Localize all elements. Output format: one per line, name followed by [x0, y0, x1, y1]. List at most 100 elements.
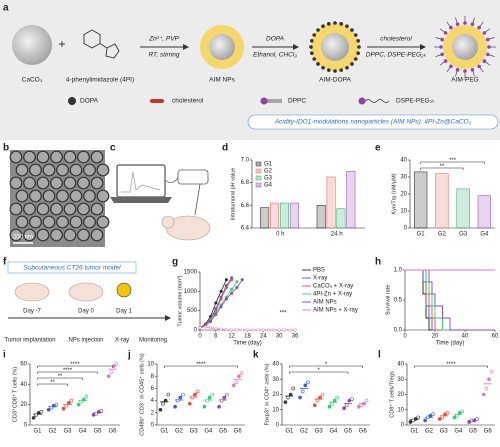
point	[181, 392, 185, 397]
particle	[29, 189, 42, 203]
dopa-dot	[353, 57, 358, 61]
particle	[69, 215, 83, 229]
point	[84, 394, 89, 399]
particle	[36, 202, 50, 216]
legend-label: G1	[264, 162, 273, 168]
particle	[42, 163, 56, 177]
xray-icon	[116, 282, 132, 298]
x-tick-label: 24 h	[331, 232, 343, 238]
point	[286, 395, 290, 400]
panel-label: c	[110, 143, 116, 154]
point	[452, 415, 457, 420]
x-tick-label: G4	[78, 429, 87, 435]
legend-label: AIM NPs + X-ray	[313, 308, 358, 314]
point	[240, 278, 244, 282]
step-label: X-ray	[115, 338, 129, 344]
point	[205, 398, 209, 403]
mouse	[68, 282, 104, 302]
point	[425, 415, 430, 420]
dopa-dot	[350, 62, 354, 66]
dopa-dot	[316, 62, 320, 66]
legend-label: G2	[264, 169, 273, 175]
y-tick-label: 10	[272, 407, 279, 413]
x-tick-label: G6	[108, 429, 117, 435]
point	[219, 289, 223, 293]
particle	[83, 163, 96, 177]
x-tick-label: G1	[160, 429, 169, 435]
lipid-head	[439, 45, 443, 49]
dopa-dot	[321, 65, 325, 70]
panel-label: j	[127, 350, 131, 361]
lipid-head	[443, 59, 448, 63]
particle	[63, 202, 77, 216]
point	[293, 328, 297, 332]
y-tick-label: 30	[272, 377, 279, 383]
lipid-head	[487, 45, 491, 49]
particle	[15, 189, 29, 203]
panel-label: k	[253, 350, 259, 361]
x-axis-label: Time (day)	[233, 341, 261, 347]
point	[187, 401, 192, 406]
point	[230, 291, 234, 295]
particle	[90, 202, 104, 216]
point	[224, 278, 228, 282]
y-tick-label: 2	[151, 410, 155, 416]
point	[210, 392, 215, 397]
legend-swatch	[255, 175, 262, 181]
y-tick-label: 0.5	[394, 298, 403, 304]
y-tick-label: 7.0	[241, 158, 250, 164]
y-tick-label: 10	[147, 362, 154, 368]
y-tick-label: 6	[151, 386, 155, 392]
mouse	[14, 282, 50, 302]
significance: *	[325, 362, 328, 368]
x-tick-label: G5	[469, 429, 478, 435]
probe	[194, 183, 201, 216]
step-label: Ethanol, CHCl₃	[253, 52, 297, 59]
particle	[15, 163, 29, 177]
point	[235, 280, 239, 284]
dopa-dot	[309, 45, 313, 49]
step-label: Monitoring	[139, 338, 167, 344]
y-tick-label: 10	[400, 209, 407, 215]
x-tick-label: G2	[438, 232, 447, 238]
legend-label: CaCO₃ + X-ray	[313, 284, 353, 290]
point	[178, 395, 183, 400]
item-label: AIM-DOPA	[319, 77, 351, 84]
point	[416, 415, 421, 420]
y-tick-label: 4	[151, 398, 155, 404]
particle	[29, 215, 42, 229]
dopa-dot	[356, 51, 360, 56]
point	[235, 285, 239, 290]
significance: **	[440, 164, 445, 170]
point	[114, 362, 119, 366]
y-tick-label: 0	[151, 423, 155, 429]
point	[161, 401, 165, 406]
point	[342, 406, 346, 411]
laptop-graph	[121, 171, 161, 193]
x-tick-label: G2	[425, 429, 434, 435]
bar	[289, 202, 299, 229]
dopa-dot	[312, 57, 317, 61]
y-tick-label: 6.8	[241, 180, 250, 186]
point	[198, 326, 202, 330]
lipid-head	[463, 21, 467, 25]
x-tick-label: 20	[432, 334, 439, 340]
point	[219, 398, 224, 403]
point	[99, 408, 104, 413]
item-label: AIM-PEG	[451, 77, 478, 84]
dopa-dot	[333, 21, 337, 25]
point	[327, 404, 332, 409]
point	[364, 398, 369, 403]
legend-label: PBS	[313, 268, 325, 274]
legend-label: DPPC	[288, 98, 306, 105]
y-tick-label: 40	[400, 158, 407, 164]
tem-particles	[9, 150, 110, 242]
point	[362, 401, 366, 406]
x-tick-label: G3	[440, 429, 449, 435]
point	[219, 305, 223, 309]
particle	[36, 228, 50, 242]
point	[106, 374, 111, 379]
bar	[270, 202, 280, 229]
significance-bracket	[37, 377, 83, 380]
x-tick-label: G4	[480, 232, 489, 238]
